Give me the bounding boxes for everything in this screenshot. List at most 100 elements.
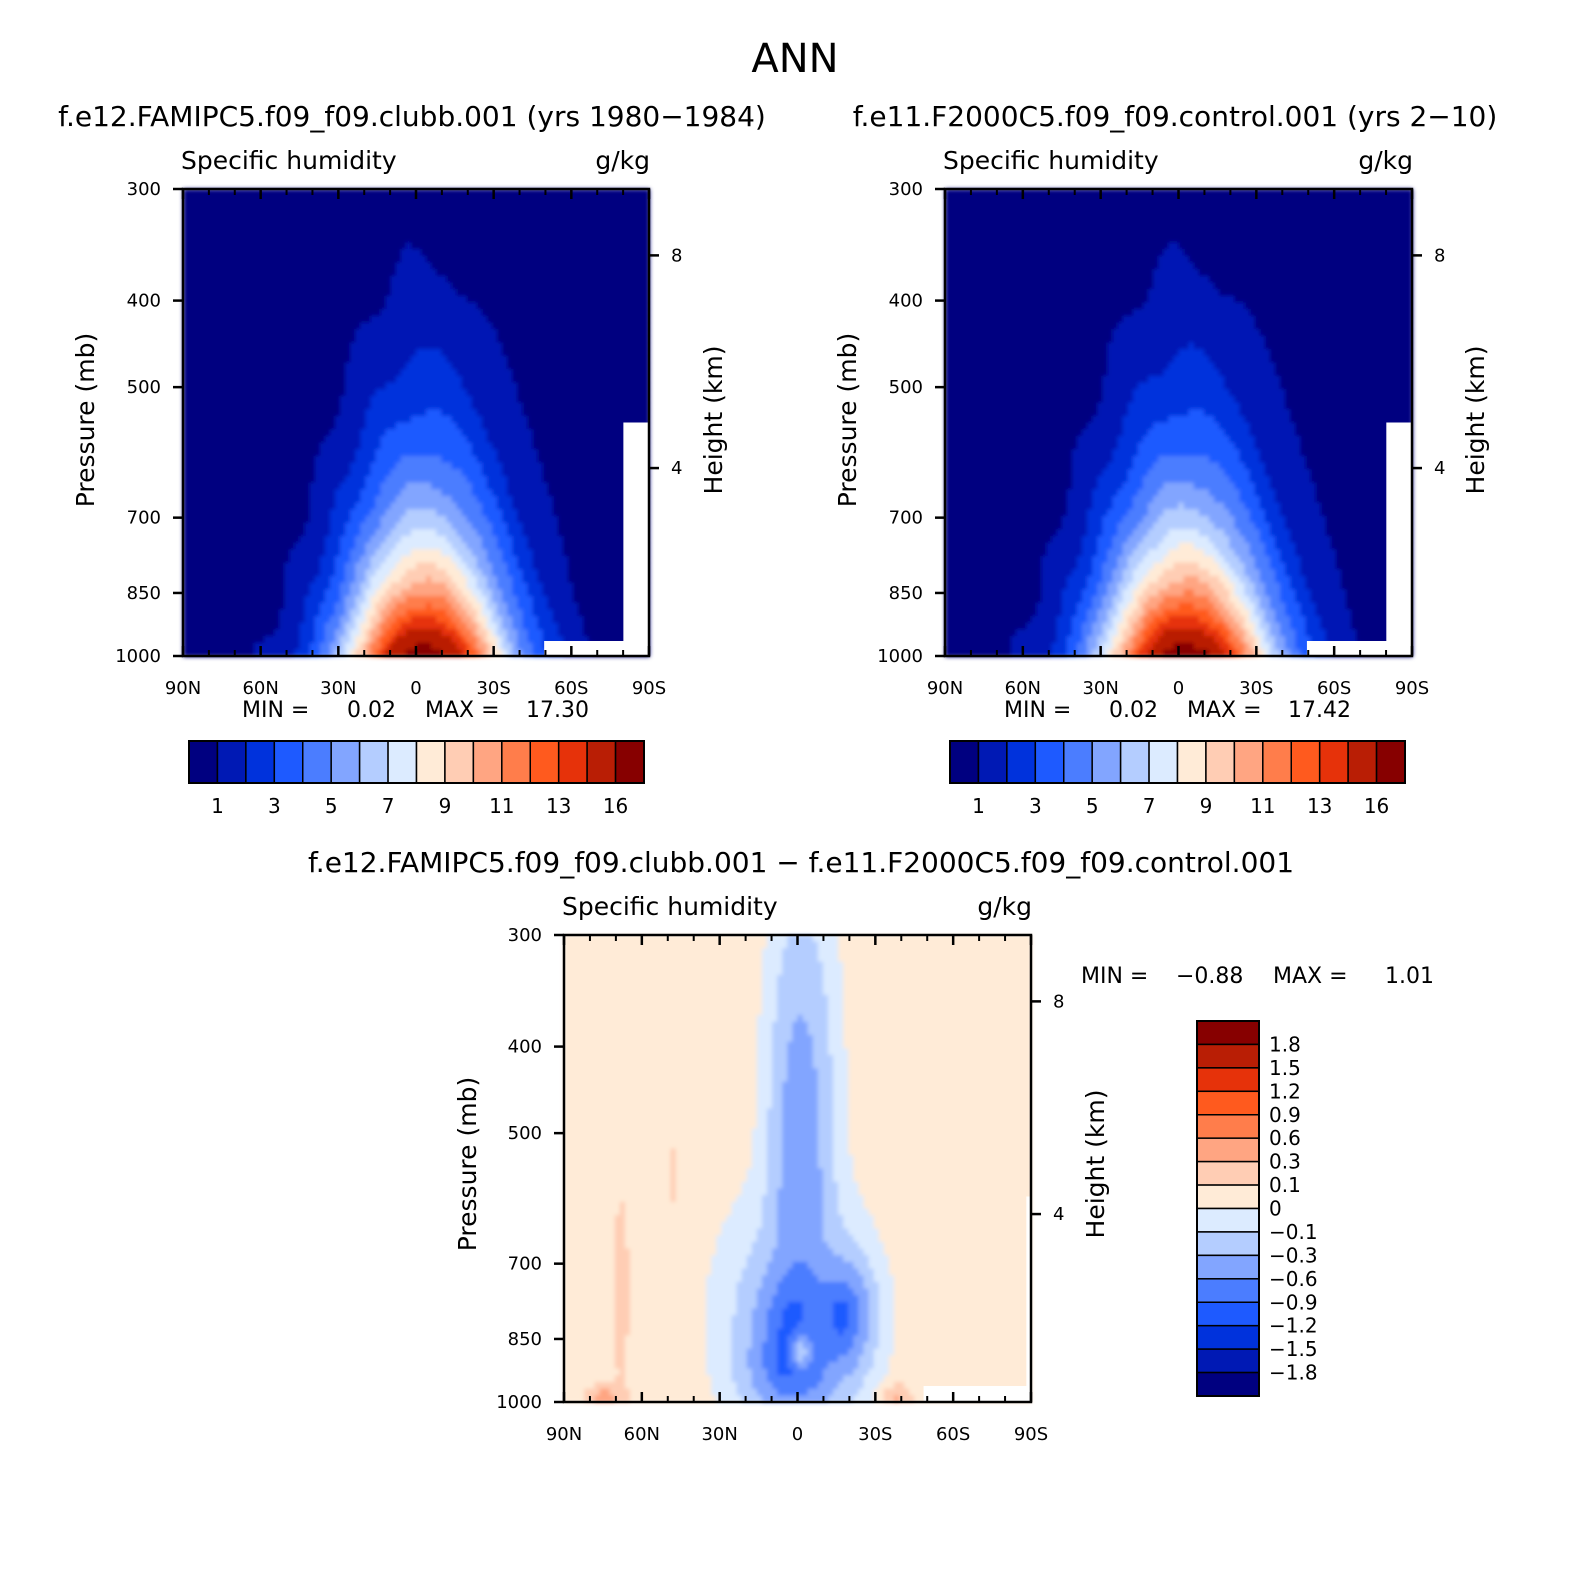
contour-cell [239,349,245,356]
contour-cell [208,349,214,356]
contour-cell [284,336,290,343]
contour-cell [512,503,518,510]
contour-cell [502,209,508,216]
contour-cell [401,349,407,356]
contour-cell [431,529,437,536]
contour-cell [305,496,311,503]
contour-cell [315,289,321,296]
contour-cell [193,396,199,403]
contour-cell [330,282,336,289]
contour-cell [330,262,336,269]
contour-cell [213,329,219,336]
contour-cell [639,316,645,323]
contour-cell [507,222,513,229]
contour-cell [431,336,437,343]
contour-cell [457,396,463,403]
contour-cell [365,362,371,369]
contour-cell [325,543,331,550]
contour-cell [305,249,311,256]
contour-cell [558,209,564,216]
contour-cell [416,296,422,303]
contour-cell [522,369,528,376]
contour-cell [244,302,250,309]
contour-cell [502,309,508,316]
contour-cell [401,376,407,383]
contour-cell [426,402,432,409]
contour-cell [229,449,235,456]
contour-cell [294,349,300,356]
contour-cell [315,469,321,476]
contour-cell [522,249,528,256]
contour-cell [462,316,468,323]
contour-cell [507,443,513,450]
contour-cell [279,216,285,223]
contour-cell [305,509,311,516]
contour-cell [360,449,366,456]
contour-cell [300,222,306,229]
contour-cell [396,322,402,329]
contour-cell [229,276,235,283]
contour-cell [254,336,260,343]
contour-cell [315,443,321,450]
contour-cell [391,209,397,216]
contour-cell [284,289,290,296]
contour-cell [244,509,250,516]
contour-cell [441,349,447,356]
contour-cell [391,523,397,530]
contour-cell [360,302,366,309]
contour-cell [527,342,533,349]
contour-cell [421,329,427,336]
contour-cell [264,489,270,496]
contour-cell [639,216,645,223]
contour-cell [507,349,513,356]
contour-cell [188,409,194,416]
contour-cell [218,443,224,450]
contour-cell [593,489,599,496]
contour-cell [558,322,564,329]
contour-cell [335,336,341,343]
contour-cell [300,282,306,289]
contour-cell [254,302,260,309]
contour-cell [629,349,635,356]
contour-cell [558,202,564,209]
contour-cell [218,262,224,269]
contour-cell [249,496,255,503]
contour-cell [553,536,559,543]
contour-cell [426,449,432,456]
contour-cell [300,216,306,223]
contour-cell [629,302,635,309]
contour-cell [457,316,463,323]
contour-cell [608,416,614,423]
contour-cell [608,436,614,443]
contour-cell [406,242,412,249]
contour-cell [254,342,260,349]
contour-cell [634,349,640,356]
contour-cell [431,382,437,389]
contour-cell [608,423,614,430]
contour-cell [472,302,478,309]
contour-cell [391,489,397,496]
contour-cell [411,469,417,476]
contour-cell [310,416,316,423]
contour-cell [507,456,513,463]
contour-cell [406,423,412,430]
contour-cell [502,349,508,356]
contour-cell [340,249,346,256]
contour-cell [446,396,452,403]
contour-cell [375,409,381,416]
contour-cell [603,342,609,349]
contour-cell [254,382,260,389]
contour-cell [533,376,539,383]
contour-cell [269,262,275,269]
contour-cell [578,236,584,243]
contour-cell [462,276,468,283]
contour-cell [381,496,387,503]
contour-cell [634,222,640,229]
contour-cell [355,469,361,476]
contour-cell [639,196,645,203]
contour-cell [421,356,427,363]
contour-cell [538,362,544,369]
contour-cell [462,503,468,510]
contour-cell [315,196,321,203]
contour-cell [527,236,533,243]
